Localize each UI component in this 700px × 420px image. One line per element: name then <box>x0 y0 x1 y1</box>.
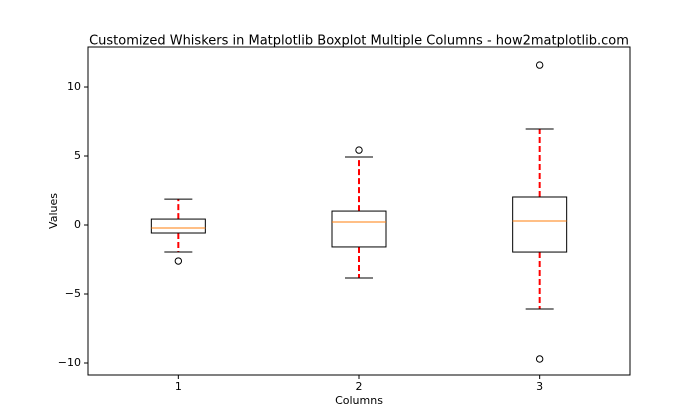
y-tick-label: −5 <box>65 287 81 300</box>
box <box>331 210 387 248</box>
x-tick-label: 1 <box>175 380 182 393</box>
box <box>512 196 568 253</box>
flier <box>535 355 544 363</box>
flier <box>355 146 363 154</box>
x-tick-label: 2 <box>356 380 363 393</box>
x-tick-label: 3 <box>536 380 543 393</box>
chart-title: Customized Whiskers in Matplotlib Boxplo… <box>89 34 629 49</box>
y-tick-label: 0 <box>74 218 81 231</box>
x-axis-label: Columns <box>335 394 383 407</box>
flier <box>174 257 183 265</box>
y-axis-label: Values <box>47 193 60 229</box>
y-tick-label: −10 <box>58 356 81 369</box>
flier <box>535 61 544 69</box>
box <box>150 218 206 234</box>
y-tick-label: 10 <box>67 80 81 93</box>
y-tick-label: 5 <box>74 149 81 162</box>
